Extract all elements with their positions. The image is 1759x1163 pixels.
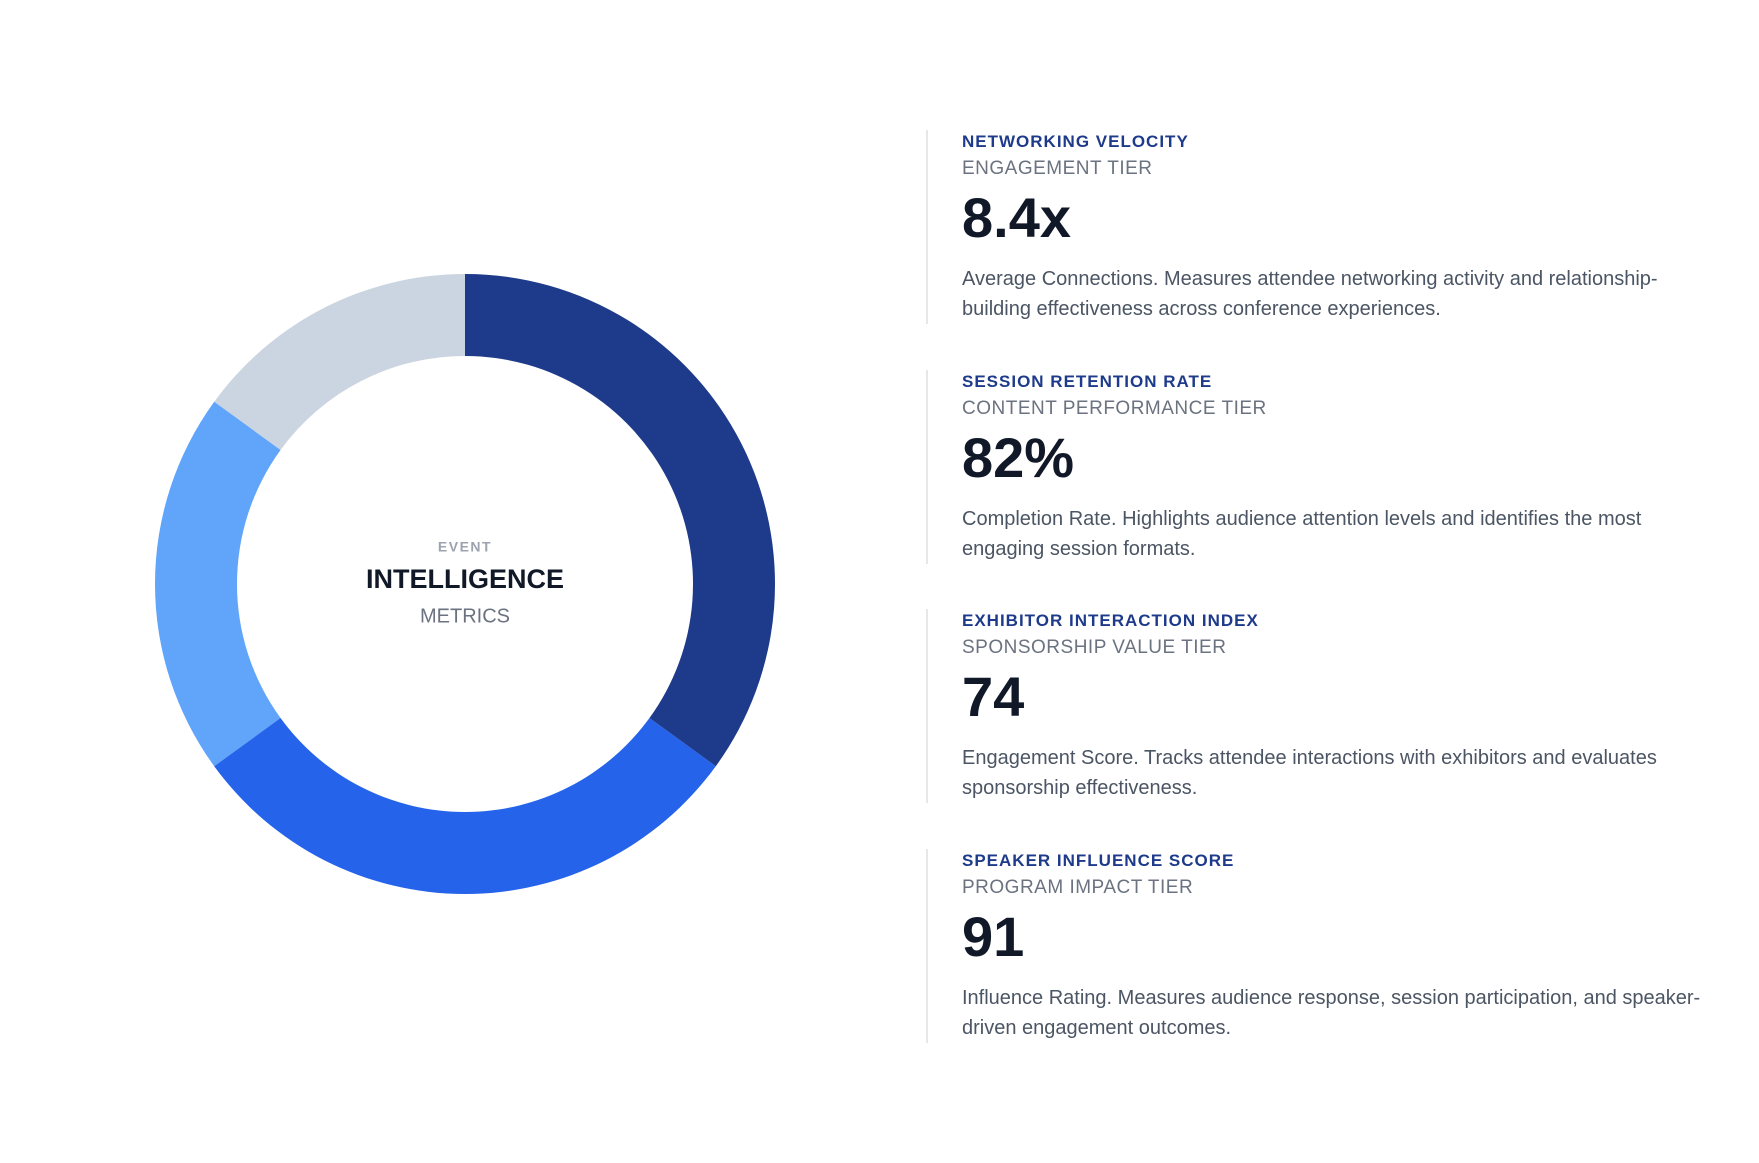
- metric-tier: PROGRAM IMPACT TIER: [962, 876, 1194, 898]
- metric-card: NETWORKING VELOCITY ENGAGEMENT TIER 8.4x Av…: [926, 130, 1706, 324]
- metric-description: Average Connections. Measures attendee n…: [962, 268, 1658, 320]
- metric-card: SESSION RETENTION RATE CONTENT PERFORMANC…: [926, 369, 1706, 564]
- donut-segment: [214, 274, 465, 450]
- metric-tier: SPONSORSHIP VALUE TIER: [962, 637, 1227, 658]
- center-title: INTELLIGENCE: [366, 564, 564, 594]
- metric-value: 8.4x: [962, 186, 1071, 249]
- center-top: EVENT: [438, 539, 492, 555]
- metric-tier: CONTENT PERFORMANCE TIER: [962, 397, 1267, 419]
- metric-description: Engagement Score. Tracks attendee intera…: [962, 747, 1657, 799]
- metric-value: 74: [962, 665, 1025, 728]
- metric-description: Completion Rate. Highlights audience att…: [962, 507, 1642, 560]
- metric-title: SESSION RETENTION RATE: [962, 371, 1213, 391]
- center-bottom: METRICS: [420, 605, 510, 627]
- metric-title: EXHIBITOR INTERACTION INDEX: [962, 611, 1259, 630]
- metric-title: NETWORKING VELOCITY: [962, 132, 1189, 151]
- donut-segment: [155, 401, 281, 767]
- metric-tier: ENGAGEMENT TIER: [962, 158, 1153, 179]
- metric-card: EXHIBITOR INTERACTION INDEX SPONSORSHIP V…: [926, 609, 1706, 803]
- metric-card: SPEAKER INFLUENCE SCORE PROGRAM IMPACT TI…: [926, 848, 1706, 1043]
- donut-segment: [465, 274, 775, 767]
- metric-title: SPEAKER INFLUENCE SCORE: [962, 850, 1235, 870]
- metric-value: 82%: [962, 425, 1075, 489]
- metric-value: 91: [962, 904, 1025, 968]
- metric-description: Influence Rating. Measures audience resp…: [962, 986, 1701, 1039]
- donut-chart: EVENT INTELLIGENCE METRICS: [155, 274, 775, 894]
- donut-segment: [214, 718, 716, 894]
